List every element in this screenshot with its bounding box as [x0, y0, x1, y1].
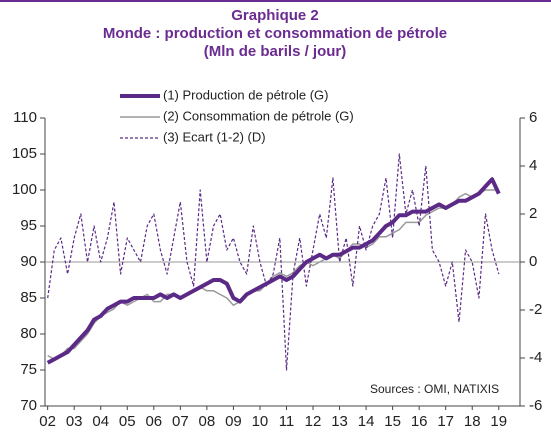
y2-tick-label: 2 — [529, 205, 537, 222]
chart-subtitle: (Mln de barils / jour) — [204, 43, 347, 60]
x-tick-label: 15 — [384, 413, 401, 430]
x-tick-label: 06 — [145, 413, 162, 430]
y-tick-label: 110 — [13, 109, 37, 126]
x-tick-label: 07 — [172, 413, 189, 430]
x-tick-label: 17 — [437, 413, 454, 430]
x-tick-label: 18 — [464, 413, 481, 430]
x-tick-label: 12 — [305, 413, 322, 430]
series-line — [47, 153, 500, 371]
y-tick-label: 90 — [20, 253, 37, 270]
x-tick-label: 13 — [331, 413, 348, 430]
x-tick-label: 03 — [66, 413, 83, 430]
legend-label: (1) Production de pétrole (G) — [163, 87, 328, 102]
y-tick-label: 85 — [20, 289, 37, 306]
x-tick-label: 04 — [92, 413, 109, 430]
series-line — [46, 177, 501, 365]
annotation: Sources : OMI, NATIXIS — [370, 382, 499, 396]
x-tick-label: 19 — [490, 413, 507, 430]
x-tick-label: 10 — [252, 413, 269, 430]
chart-subtitle: Monde : production et consommation de pé… — [103, 25, 447, 42]
x-tick-label: 05 — [119, 413, 136, 430]
y-tick-label: 80 — [20, 325, 37, 342]
y2-tick-label: 0 — [529, 253, 537, 270]
x-tick-label: 11 — [279, 413, 295, 430]
y2-tick-label: 4 — [529, 157, 537, 174]
y-tick-label: 75 — [20, 361, 37, 378]
chart-title: Graphique 2 — [231, 7, 319, 24]
y2-tick-label: 6 — [529, 109, 537, 126]
legend-label: (2) Consommation de pétrole (G) — [163, 108, 354, 123]
x-tick-label: 08 — [199, 413, 216, 430]
x-tick-label: 09 — [225, 413, 242, 430]
legend-label: (3) Ecart (1-2) (D) — [163, 129, 266, 144]
y2-tick-label: -4 — [529, 349, 542, 366]
y2-tick-label: -6 — [529, 397, 542, 414]
x-tick-label: 16 — [411, 413, 428, 430]
x-tick-label: 02 — [39, 413, 56, 430]
y2-tick-label: -2 — [529, 301, 542, 318]
x-tick-label: 14 — [358, 413, 375, 430]
y-tick-label: 95 — [20, 217, 37, 234]
y-tick-label: 105 — [12, 145, 37, 162]
y-tick-label: 100 — [12, 181, 37, 198]
y-tick-label: 70 — [20, 397, 37, 414]
